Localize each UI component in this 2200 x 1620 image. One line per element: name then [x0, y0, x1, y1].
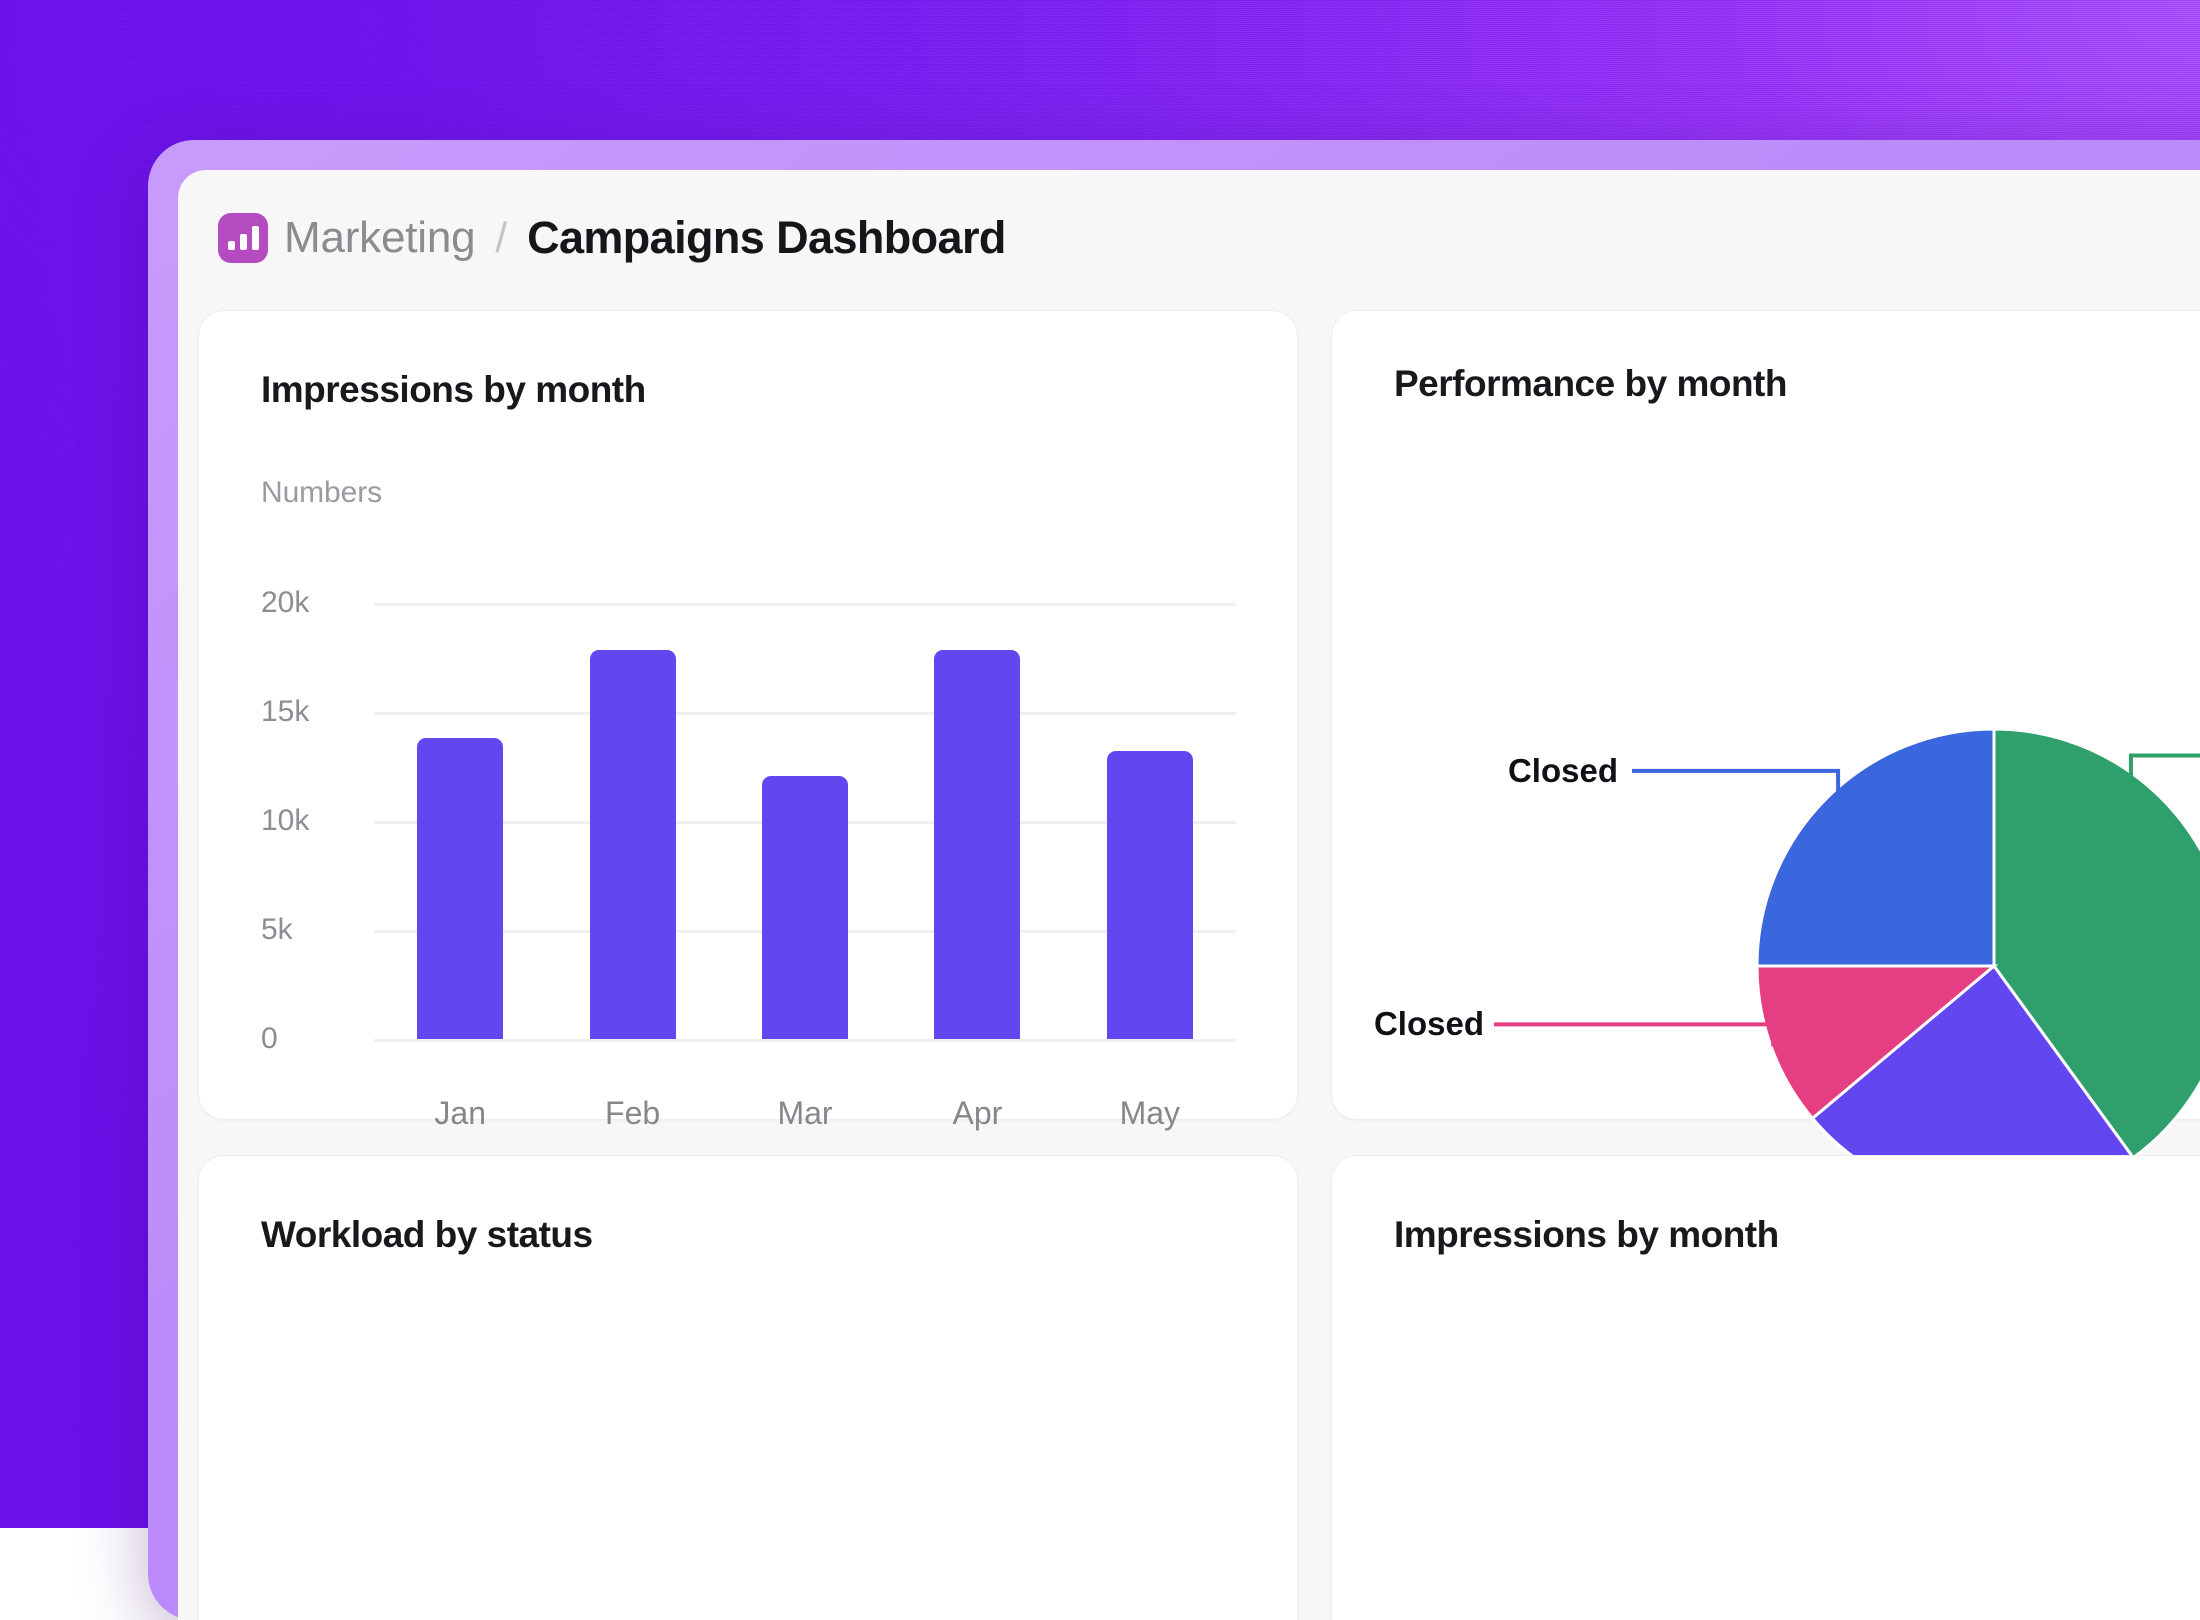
pie-leader-line-2	[1494, 1024, 1773, 1046]
x-axis-tick-label: Feb	[563, 1095, 703, 1132]
y-axis-tick-label: 20k	[261, 586, 357, 620]
breadcrumb: Marketing / Campaigns Dashboard	[218, 212, 1006, 264]
bar-apr[interactable]	[934, 650, 1020, 1039]
pie-slice-3[interactable]	[1757, 729, 1994, 966]
bar-chart-icon	[218, 213, 268, 263]
bar-chart-icon-bar-3	[252, 226, 259, 250]
gridline	[374, 1039, 1236, 1042]
breadcrumb-separator: /	[491, 214, 511, 262]
card-impressions-by-month-secondary[interactable]: Impressions by month	[1331, 1155, 2200, 1620]
card-title: Workload by status	[261, 1214, 593, 1256]
gridline	[374, 603, 1236, 606]
bar-chart-icon-bar-2	[240, 234, 247, 250]
bar-may[interactable]	[1107, 751, 1193, 1039]
gridline	[374, 712, 1236, 715]
y-axis-tick-label: 5k	[261, 913, 357, 947]
page-title: Campaigns Dashboard	[527, 212, 1006, 264]
x-axis-tick-label: Jan	[390, 1095, 530, 1132]
breadcrumb-workspace[interactable]: Marketing	[284, 213, 475, 263]
bar-feb[interactable]	[590, 650, 676, 1039]
pie-slice-label: Closed	[1332, 752, 1618, 790]
bar-mar[interactable]	[762, 776, 848, 1039]
y-axis-tick-label: 10k	[261, 804, 357, 838]
y-axis-tick-label: 15k	[261, 695, 357, 729]
pie-chart-area: ClosedClosedClosed	[1332, 311, 2200, 1121]
app-surface: Marketing / Campaigns Dashboard Impressi…	[178, 170, 2200, 1620]
x-axis-tick-label: Mar	[735, 1095, 875, 1132]
card-performance-by-month[interactable]: Performance by month ClosedClosedClosed	[1331, 310, 2200, 1120]
pie-leader-line-0	[2131, 755, 2200, 777]
y-axis-caption: Numbers	[261, 476, 382, 510]
x-axis-tick-label: Apr	[907, 1095, 1047, 1132]
bar-jan[interactable]	[417, 738, 503, 1039]
card-title: Impressions by month	[1394, 1214, 1779, 1256]
pie-slice-label: Closed	[1332, 1005, 1484, 1043]
y-axis-tick-label: 0	[261, 1022, 357, 1056]
card-workload-by-status[interactable]: Workload by status	[198, 1155, 1298, 1620]
bar-chart-icon-bar-1	[228, 241, 235, 250]
pie-chart-svg	[1332, 311, 2200, 1121]
x-axis-tick-label: May	[1080, 1095, 1220, 1132]
card-title: Impressions by month	[261, 369, 646, 411]
pie-leader-line-3	[1632, 771, 1838, 793]
card-impressions-by-month[interactable]: Impressions by month Numbers 0 5k 10k 15k 20…	[198, 310, 1298, 1120]
